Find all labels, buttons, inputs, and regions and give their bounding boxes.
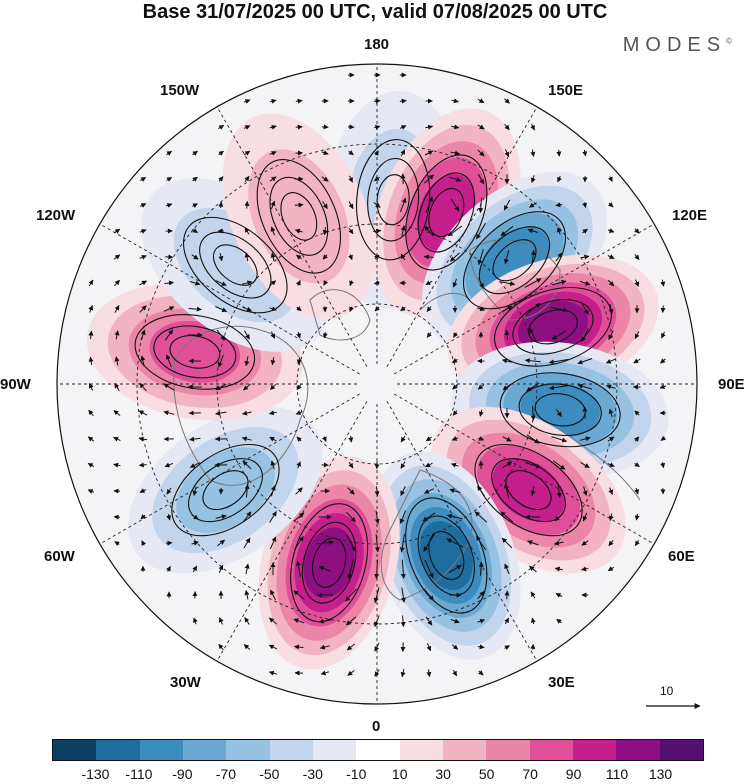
lon-label-30w: 30W <box>170 674 201 691</box>
wind-arrow <box>507 591 508 599</box>
colorbar-tick-label: 130 <box>649 766 672 782</box>
colorbar-segment <box>226 740 269 760</box>
colorbar-tick-label: 10 <box>392 766 408 782</box>
colorbar-tick-label: -110 <box>125 766 152 782</box>
colorbar-segment <box>400 740 443 760</box>
colorbar-tick-label: 110 <box>606 766 628 782</box>
lon-label-150w: 150W <box>160 82 199 99</box>
lon-label-0: 0 <box>372 718 380 735</box>
colorbar-tick-label: 30 <box>435 766 451 782</box>
lon-label-120w: 120W <box>36 207 75 224</box>
colorbar-segment <box>486 740 529 760</box>
colorbar-segment <box>96 740 139 760</box>
lon-label-60e: 60E <box>668 548 695 565</box>
colorbar-segment <box>530 740 573 760</box>
colorbar-tick-label: -90 <box>172 766 192 782</box>
wind-arrow <box>114 517 120 518</box>
wind-arrow <box>325 332 326 338</box>
polar-map <box>0 0 750 740</box>
wind-arrow <box>296 127 303 128</box>
wind-arrow <box>663 306 664 313</box>
lon-label-180: 180 <box>364 36 389 53</box>
wind-arrow <box>348 127 354 128</box>
colorbar-segment <box>53 740 96 760</box>
colorbar-segment <box>270 740 313 760</box>
colorbar-tick-label: -10 <box>346 766 366 782</box>
colorbar-segment <box>616 740 659 760</box>
wind-arrow <box>559 150 560 156</box>
wind-arrow <box>317 595 333 596</box>
wind-arrow <box>247 201 248 208</box>
lon-label-90w: 90W <box>0 376 31 393</box>
colorbar-tick-label: -130 <box>81 766 109 782</box>
colorbar-tick-label: -50 <box>259 766 279 782</box>
colorbar-segment <box>573 740 616 760</box>
colorbar-segment <box>443 740 486 760</box>
lon-label-150e: 150E <box>548 82 583 99</box>
reference-vector-label: 10 <box>660 684 673 698</box>
wind-arrow <box>322 127 328 128</box>
colorbar-tick-label: 50 <box>479 766 495 782</box>
colorbar-segment <box>183 740 226 760</box>
lon-label-90e: 90E <box>718 376 745 393</box>
lon-label-60w: 60W <box>44 548 75 565</box>
wind-arrow <box>295 205 303 206</box>
colorbar-tick-label: 90 <box>566 766 582 782</box>
colorbar-segment <box>356 740 399 760</box>
colorbar-tick-label: -30 <box>303 766 323 782</box>
colorbar-segment <box>660 740 703 760</box>
lon-label-30e: 30E <box>548 674 575 691</box>
lon-label-120e: 120E <box>672 207 707 224</box>
colorbar-tick-label: 70 <box>522 766 538 782</box>
colorbar-segment <box>140 740 183 760</box>
colorbar-ticks: -130 -110 -90 -70 -50 -30 -10 10 30 50 70 90 110 130 <box>52 766 704 784</box>
colorbar-segment <box>313 740 356 760</box>
colorbar-tick-label: -70 <box>216 766 236 782</box>
colorbar <box>52 739 704 761</box>
